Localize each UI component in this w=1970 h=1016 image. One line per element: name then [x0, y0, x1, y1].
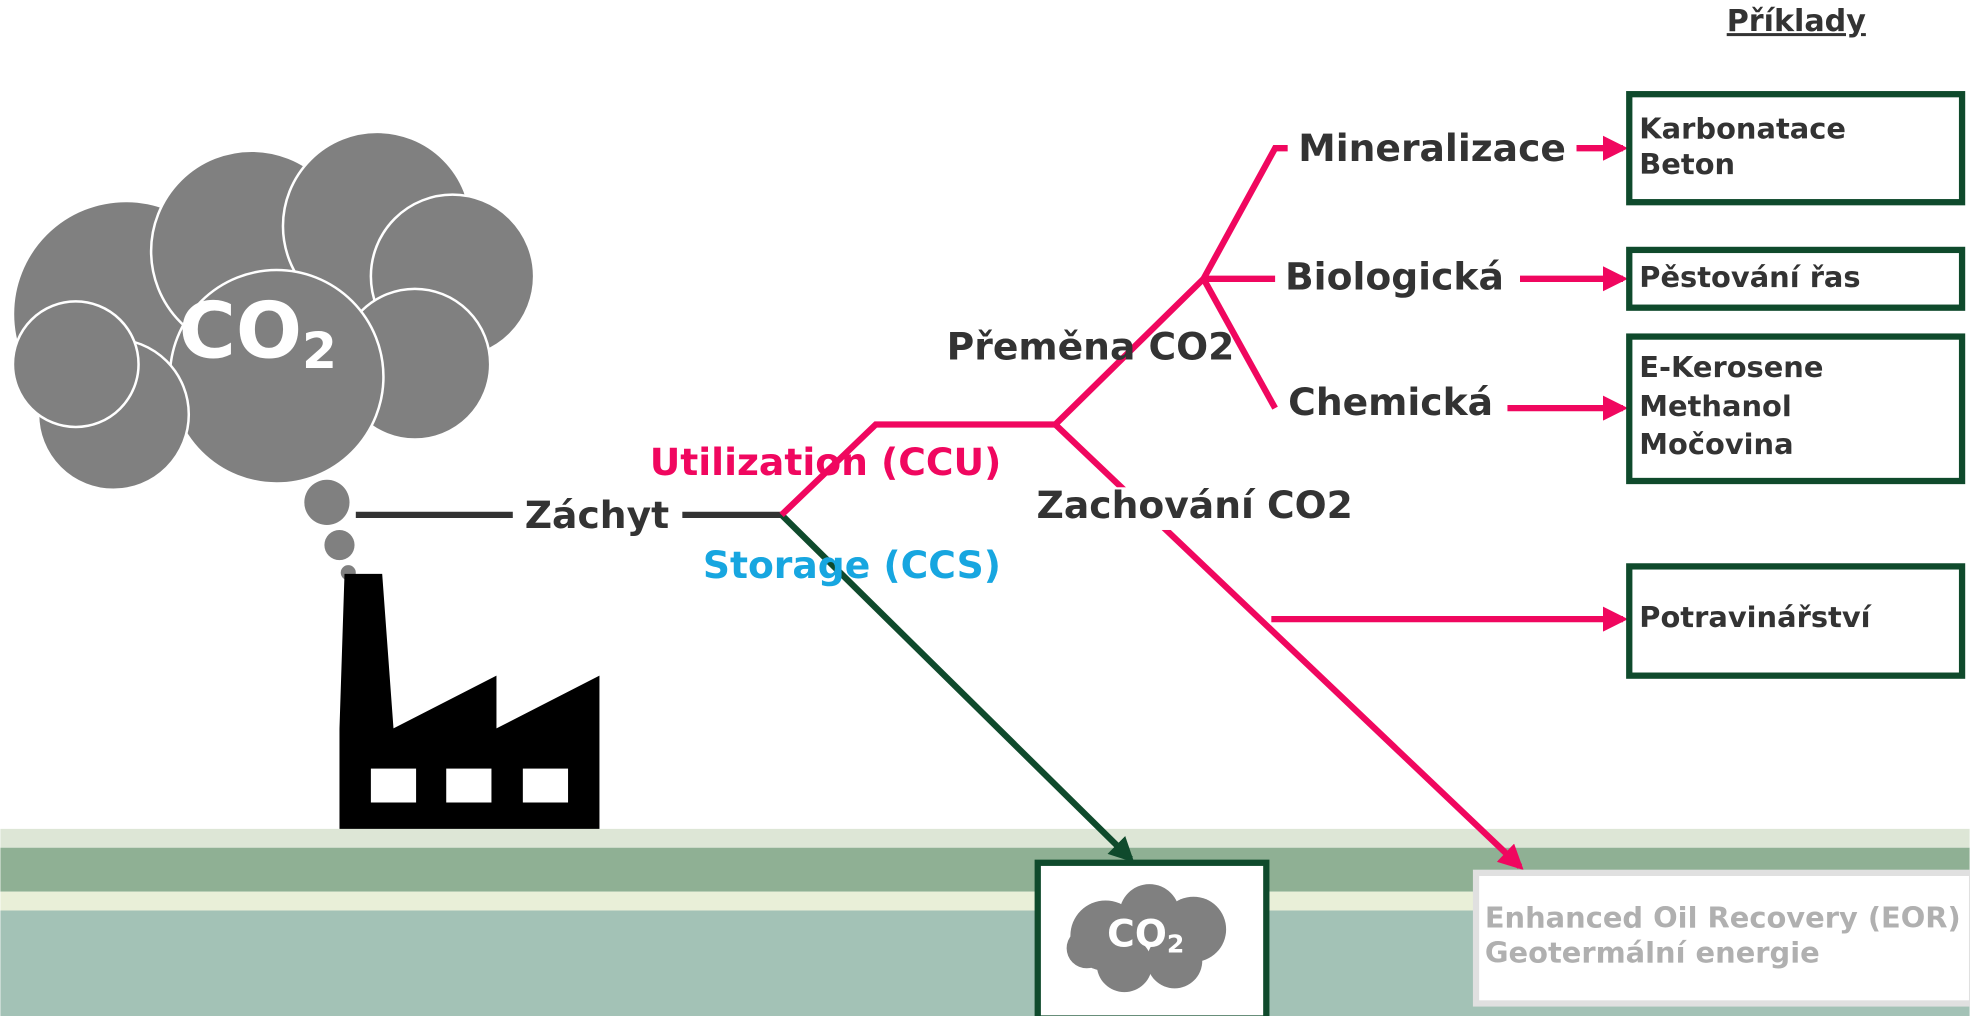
utilization-label: Utilization (CCU)	[650, 440, 1002, 484]
example-text: Močovina	[1639, 427, 1793, 461]
capture-label: Záchyt	[525, 493, 669, 537]
diagram: CO2 Záchyt Utilization (CCU) Storage (CC…	[0, 0, 1970, 1016]
example-text: E-Kerosene	[1639, 350, 1823, 384]
example-text: Potravinářství	[1639, 600, 1872, 634]
preservation-label: Zachování CO2	[1037, 483, 1353, 527]
example-text: Methanol	[1639, 389, 1791, 423]
conversion-type: Mineralizace	[1298, 126, 1566, 170]
conversion-type: Biologická	[1285, 254, 1504, 298]
example-text: Enhanced Oil Recovery (EOR)	[1485, 900, 1961, 934]
factory-window	[446, 769, 491, 803]
ground-band	[0, 829, 1969, 848]
smoke-bubble	[324, 530, 354, 560]
factory-window	[371, 769, 416, 803]
examples-title: Příklady	[1727, 4, 1867, 39]
page: CO2 Záchyt Utilization (CCU) Storage (CC…	[0, 0, 1970, 1016]
smoke-bubble	[304, 480, 349, 525]
example-text: Pěstování řas	[1639, 260, 1860, 294]
conversion-label: Přeměna CO2	[947, 325, 1235, 369]
factory-window	[523, 769, 568, 803]
cloud-label-sub: 2	[302, 321, 337, 380]
storage-cloud-sub: 2	[1167, 930, 1184, 959]
example-text: Karbonatace	[1639, 112, 1846, 146]
example-text: Geotermální energie	[1485, 935, 1820, 969]
example-text: Beton	[1639, 147, 1735, 181]
storage-label: Storage (CCS)	[703, 543, 1001, 587]
storage-cloud-main: CO	[1107, 911, 1167, 955]
cloud-label-main: CO	[179, 287, 302, 377]
conversion-type: Chemická	[1288, 380, 1493, 424]
